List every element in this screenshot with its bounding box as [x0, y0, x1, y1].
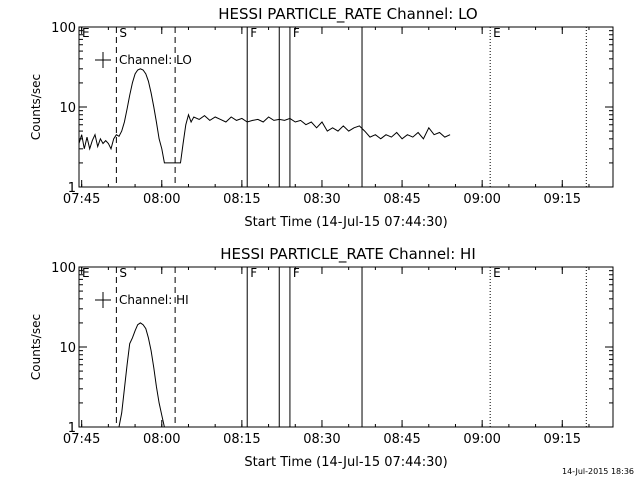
- y-tick-label: 1: [68, 421, 76, 436]
- y-tick-label: 100: [51, 21, 76, 36]
- y-tick-label: 100: [51, 261, 76, 276]
- x-tick-label: 09:00: [463, 432, 500, 447]
- event-marker-label: E: [82, 26, 90, 40]
- y-axis-label: Counts/sec: [29, 314, 43, 380]
- x-axis-label: Start Time (14-Jul-15 07:44:30): [244, 455, 447, 470]
- y-tick-label: 10: [59, 101, 76, 116]
- y-tick-label: 1: [68, 181, 76, 196]
- x-tick-label: 09:15: [544, 432, 581, 447]
- event-marker-label: E: [493, 26, 501, 40]
- event-marker-label: E: [493, 266, 501, 280]
- x-tick-label: 07:45: [63, 432, 100, 447]
- x-axis-label: Start Time (14-Jul-15 07:44:30): [244, 215, 447, 230]
- chart-title: HESSI PARTICLE_RATE Channel: HI: [220, 245, 476, 264]
- data-series-line: [118, 322, 165, 427]
- chart-title: HESSI PARTICLE_RATE Channel: LO: [218, 5, 477, 24]
- chart-panel-lo: HESSI PARTICLE_RATE Channel: LO Counts/se…: [29, 5, 614, 230]
- event-marker-label: S: [119, 26, 127, 40]
- x-tick-label: 08:30: [303, 192, 340, 207]
- legend-label: Channel: HI: [119, 293, 189, 307]
- y-tick-label: 10: [59, 341, 76, 356]
- event-marker-label: S: [119, 266, 127, 280]
- x-tick-label: 07:45: [63, 192, 100, 207]
- x-tick-label: 08:15: [223, 432, 260, 447]
- x-tick-label: 09:15: [544, 192, 581, 207]
- legend-label: Channel: LO: [119, 53, 192, 67]
- event-marker-label: F: [293, 26, 300, 40]
- x-tick-label: 08:45: [383, 192, 420, 207]
- x-tick-label: 08:15: [223, 192, 260, 207]
- data-series-line: [79, 68, 451, 164]
- x-tick-label: 08:00: [143, 192, 180, 207]
- x-tick-label: 08:00: [143, 432, 180, 447]
- chart-panel-hi: HESSI PARTICLE_RATE Channel: HI Counts/se…: [29, 245, 614, 470]
- y-axis-label: Counts/sec: [29, 74, 43, 140]
- x-tick-label: 08:45: [383, 432, 420, 447]
- x-tick-label: 09:00: [463, 192, 500, 207]
- event-marker-label: F: [293, 266, 300, 280]
- x-tick-label: 08:30: [303, 432, 340, 447]
- event-marker-label: F: [250, 26, 257, 40]
- event-marker-label: F: [250, 266, 257, 280]
- event-marker-label: E: [82, 266, 90, 280]
- plot-timestamp: 14-Jul-2015 18:36: [562, 467, 634, 476]
- plot-frame: [78, 26, 614, 188]
